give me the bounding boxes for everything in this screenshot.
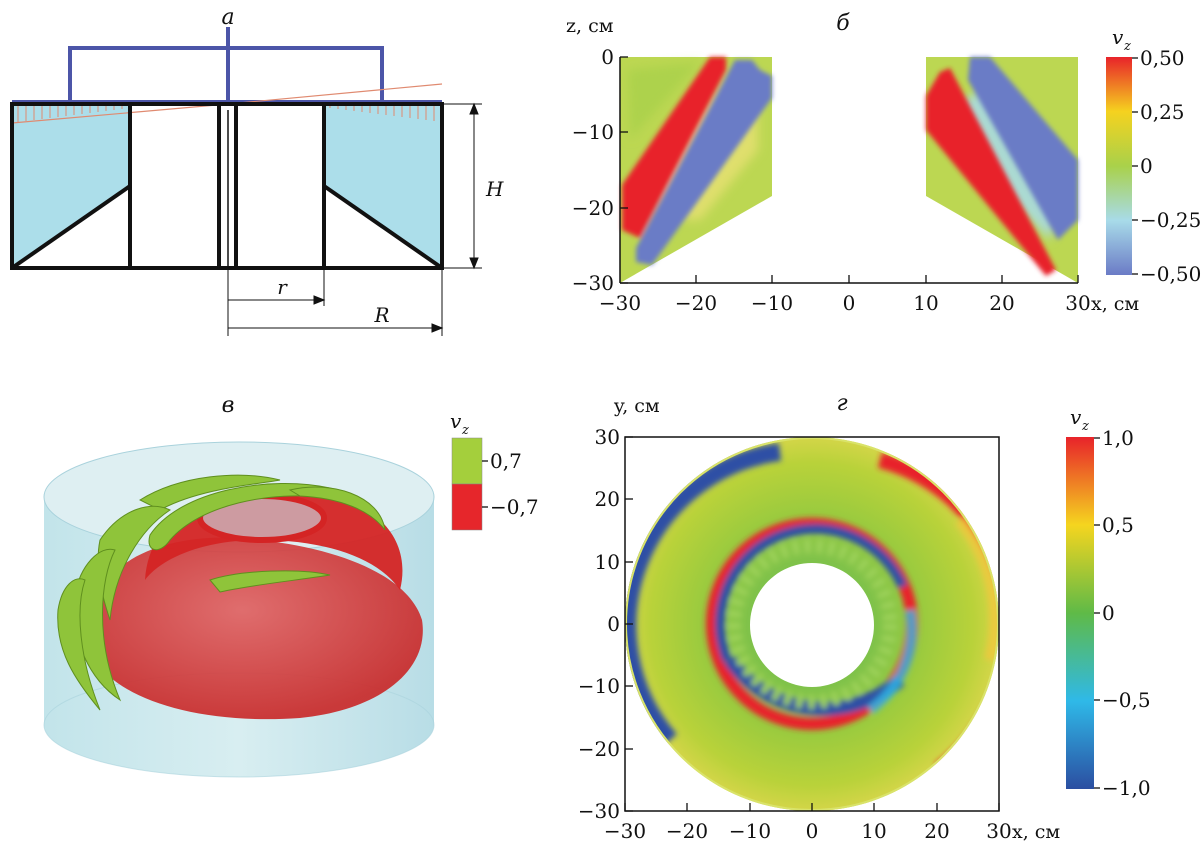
section-x-tick-labels: −30 −20 −10 0 10 20 30 xyxy=(599,291,1091,315)
legend-swatch-negative xyxy=(451,483,483,531)
y-tick-label: 20 xyxy=(595,487,620,511)
colorbar-ticks xyxy=(1094,437,1100,789)
y-tick-label: −30 xyxy=(572,271,614,295)
x-tick-label: 30 xyxy=(1065,291,1090,315)
x-tick-label: 0 xyxy=(806,819,819,843)
colorbar-tick-label: −1,0 xyxy=(1102,776,1151,800)
heatmap-left-region xyxy=(620,57,772,283)
isosurface-legend: v z 0,7 −0,7 xyxy=(450,409,539,531)
colorbar-tick-label: 0 xyxy=(1102,601,1115,625)
y-tick-label: 0 xyxy=(601,45,614,69)
colorbar-tick-label: −0,25 xyxy=(1140,208,1201,232)
isosurface-positive xyxy=(57,474,386,711)
label-H: H xyxy=(485,177,504,201)
y-tick-label: −20 xyxy=(572,196,614,220)
isosurface-svg: в v z 0,7 −0,7 xyxy=(43,393,539,778)
horizontal-y-tick-labels: 30 20 10 0 −10 −20 −30 xyxy=(578,425,620,823)
horizontal-x-tick-labels: −30 −20 −10 0 10 20 30 xyxy=(604,819,1012,843)
colorbar-tick-label: 0,25 xyxy=(1140,100,1185,124)
y-axis-label: y, см xyxy=(613,395,660,417)
x-tick-label: −10 xyxy=(751,291,793,315)
panel-c-isosurface: в v z 0,7 −0,7 xyxy=(0,380,560,847)
legend-subscript: z xyxy=(461,423,469,438)
colorbar-tick-label: 0,50 xyxy=(1140,46,1185,70)
panel-a-schematic: а xyxy=(0,0,520,340)
fluid-region xyxy=(12,104,442,268)
dimension-H xyxy=(442,102,482,270)
x-tick-label: −30 xyxy=(599,291,641,315)
colorbar-tick-label: 0,5 xyxy=(1102,513,1134,537)
panel-label-b: б xyxy=(836,11,850,36)
colorbar-subscript: z xyxy=(1081,419,1089,434)
colorbar-ticks xyxy=(1132,57,1138,275)
colorbar-tick-label: 1,0 xyxy=(1102,426,1134,450)
x-axis-label: x, см xyxy=(1012,821,1060,843)
colorbar xyxy=(1066,437,1094,789)
tank-outline xyxy=(10,102,444,270)
x-axis-label: x, см xyxy=(1091,293,1139,315)
colorbar-tick-label: −0,50 xyxy=(1140,262,1201,286)
heatmap-right-region xyxy=(926,57,1078,283)
dimension-radii xyxy=(227,268,444,336)
y-tick-label: 10 xyxy=(595,550,620,574)
panel-b-section-plot: б z, см xyxy=(550,0,1201,340)
horizontal-plot-svg: г y, см 30 xyxy=(578,391,1151,843)
isosurface-negative xyxy=(95,490,423,720)
legend-label-negative: −0,7 xyxy=(490,495,539,519)
legend-title: v xyxy=(450,409,462,433)
section-y-tick-labels: 0 −10 −20 −30 xyxy=(572,45,614,295)
label-r: r xyxy=(277,275,288,299)
colorbar-tick-label: −0,5 xyxy=(1102,688,1151,712)
y-tick-label: −10 xyxy=(580,674,620,698)
x-tick-label: 20 xyxy=(924,819,949,843)
x-tick-label: 30 xyxy=(986,819,1011,843)
colorbar-tick-labels: 0,50 0,25 0 −0,25 −0,50 xyxy=(1140,46,1201,286)
y-tick-label: −10 xyxy=(572,120,614,144)
heatmap-annulus xyxy=(625,437,1000,811)
schematic-svg: а xyxy=(10,5,504,336)
colorbar-title: v xyxy=(1070,405,1082,429)
label-R: R xyxy=(373,303,389,327)
x-tick-label: 0 xyxy=(843,291,856,315)
y-tick-label: −30 xyxy=(580,799,620,823)
panel-label-d: г xyxy=(836,391,847,416)
legend-label-positive: 0,7 xyxy=(490,449,522,473)
y-tick-label: 30 xyxy=(595,425,620,449)
x-tick-label: 10 xyxy=(913,291,938,315)
y-tick-label: −20 xyxy=(580,737,620,761)
x-tick-label: −20 xyxy=(675,291,717,315)
colorbar-title: v xyxy=(1112,25,1124,49)
panel-d-horizontal-plot: г y, см 30 xyxy=(578,380,1201,847)
horizontal-plot-ticks xyxy=(624,436,1000,812)
colorbar-tick-labels: 1,0 0,5 0 −0,5 −1,0 xyxy=(1102,426,1151,800)
colorbar-subscript: z xyxy=(1123,39,1131,54)
section-ticks xyxy=(620,56,1079,284)
panel-label-c: в xyxy=(222,393,235,418)
colorbar-tick-label: 0 xyxy=(1140,154,1153,178)
rotating-lid-frame xyxy=(12,27,442,104)
colorbar xyxy=(1106,57,1132,275)
x-tick-label: 10 xyxy=(861,819,886,843)
x-tick-label: −30 xyxy=(604,819,646,843)
section-plot-svg: б z, см xyxy=(566,11,1201,315)
panel-label-a: а xyxy=(221,5,234,30)
y-tick-label: 0 xyxy=(607,612,620,636)
x-tick-label: −10 xyxy=(729,819,771,843)
x-tick-label: 20 xyxy=(989,291,1014,315)
legend-swatch-positive xyxy=(451,437,483,485)
z-axis-label: z, см xyxy=(566,15,614,37)
x-tick-label: −20 xyxy=(666,819,708,843)
